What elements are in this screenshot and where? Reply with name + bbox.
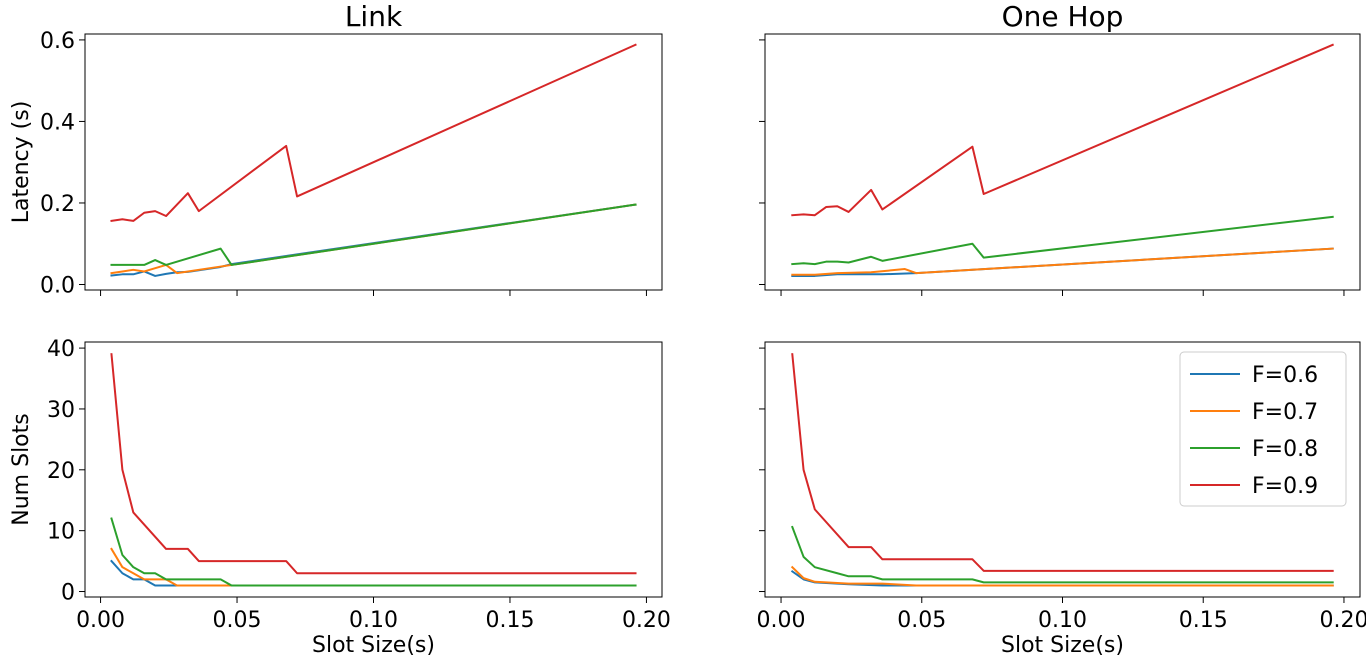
series-line-2 [791,247,1334,276]
series-line-3 [110,517,637,587]
subplot-2: One Hop [759,0,1361,296]
series-line-1 [110,203,637,277]
x-tick-label: 0.10 [1038,608,1087,633]
y-tick-label: 0.2 [40,192,75,217]
series-line-2 [790,565,1334,587]
x-tick-label: 0.10 [349,608,398,633]
series-line-3 [110,203,637,266]
legend-entry: F=0.9 [1252,474,1318,499]
legend-entry: F=0.7 [1252,400,1318,425]
x-tick-label: 0.15 [485,608,534,633]
series-line-4 [791,43,1335,217]
y-tick-label: 0.4 [40,110,75,135]
y-tick-label: 0.0 [40,274,75,299]
x-tick-label: 0.05 [897,608,946,633]
series-line-2 [110,547,637,587]
x-tick-label: 0.20 [622,608,671,633]
series-line-3 [791,215,1334,266]
x-tick-label: 0.00 [76,608,125,633]
y-axis-label: Latency (s) [9,101,34,224]
y-tick-label: 20 [47,459,75,484]
x-axis-label: Slot Size(s) [1001,633,1124,658]
subplot-1: 0.0 0.2 0.4 0.6 Link Latency (s) [9,0,663,299]
subplot-3: 0.00 0.05 0.10 0.15 0.20 0 10 20 30 40 Slot Size(s… [9,337,671,658]
series-line-3 [791,525,1334,584]
series-line-4 [110,353,637,575]
x-tick-label: 0.20 [1319,608,1366,633]
y-axis-label: Num Slots [9,413,34,525]
y-tick-label: 30 [47,398,75,423]
y-tick-label: 40 [47,337,75,362]
x-axis-label: Slot Size(s) [312,633,435,658]
series-line-4 [110,43,637,223]
legend-entry: F=0.6 [1252,363,1318,388]
subplot-title: Link [345,0,403,33]
subplot-title: One Hop [1002,0,1124,33]
series-line-2 [110,203,637,275]
y-tick-label: 0 [61,581,75,606]
y-tick-label: 0.6 [40,29,75,54]
x-tick-label: 0.00 [757,608,806,633]
legend-box [1179,351,1347,507]
axes-frame [84,341,663,598]
series-line-4 [791,353,1334,572]
y-tick-label: 10 [47,520,75,545]
x-tick-label: 0.15 [1179,608,1228,633]
x-tick-label: 0.05 [213,608,262,633]
legend-entry: F=0.8 [1252,437,1318,462]
legend: F=0.6 F=0.7 F=0.8 F=0.9 [1179,351,1347,507]
